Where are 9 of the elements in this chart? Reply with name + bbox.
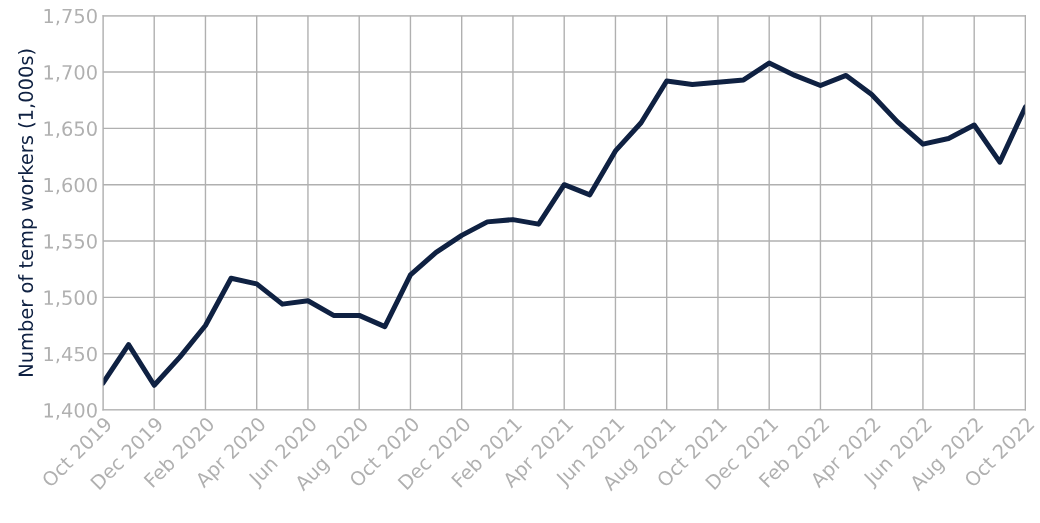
y-tick-label: 1,750 bbox=[44, 8, 97, 26]
y-tick-label: 1,400 bbox=[44, 402, 97, 420]
y-tick-label: 1,650 bbox=[44, 121, 97, 139]
y-tick-label: 1,700 bbox=[44, 64, 97, 82]
y-tick-label: 1,450 bbox=[44, 346, 97, 364]
y-axis-title: Number of temp workers (1,000s) bbox=[18, 49, 37, 376]
y-tick-label: 1,500 bbox=[44, 290, 97, 308]
y-tick-label: 1,550 bbox=[44, 233, 97, 251]
y-tick-label: 1,600 bbox=[44, 177, 97, 195]
